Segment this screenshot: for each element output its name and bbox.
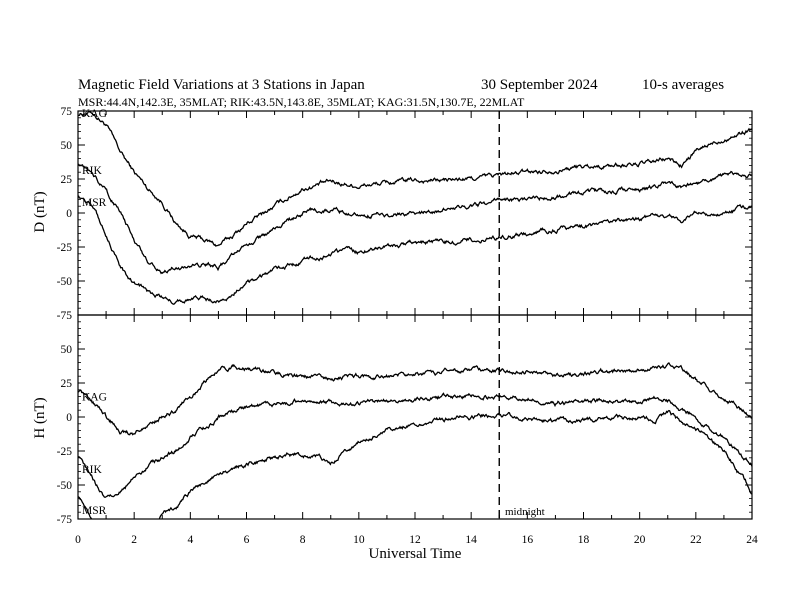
d-axis-label: D (nT) <box>32 191 48 232</box>
d-series-label-rik: RIK <box>82 165 103 177</box>
d-ytick-label: 25 <box>61 174 73 186</box>
d-panel: 75 50 25 0 -25 -50 -75 KAG RIK MSR <box>57 106 753 322</box>
h-series-label-kag: KAG <box>82 391 107 403</box>
x-tick-label: 8 <box>300 534 306 546</box>
d-ytick-label: -75 <box>57 310 73 322</box>
d-ytick-label: 0 <box>66 208 72 220</box>
d-ytick-label: 50 <box>61 140 73 152</box>
x-tick-label: 2 <box>131 534 137 546</box>
x-tick-label: 10 <box>353 534 365 546</box>
chart-date: 30 September 2024 <box>481 77 598 93</box>
h-ytick-label: -50 <box>57 480 73 492</box>
x-tick-label: 0 <box>75 534 81 546</box>
h-series-label-rik: RIK <box>82 464 103 476</box>
h-ytick-label: 25 <box>61 378 73 390</box>
h-ytick-label: 0 <box>66 412 72 424</box>
chart-title: Magnetic Field Variations at 3 Stations … <box>78 77 365 93</box>
x-tick-label: 12 <box>409 534 421 546</box>
x-tick-label: 24 <box>746 534 758 546</box>
h-series-label-msr: MSR <box>82 505 107 517</box>
x-axis-label: Universal Time <box>369 546 462 562</box>
x-tick-label: 4 <box>187 534 193 546</box>
x-tick-label: 20 <box>634 534 646 546</box>
d-series-label-kag: KAG <box>82 108 107 120</box>
chart-subtitle: MSR:44.4N,142.3E, 35MLAT; RIK:43.5N,143.… <box>78 95 525 109</box>
x-axis: 0 2 4 6 8 10 12 14 16 18 20 22 24 <box>75 534 758 546</box>
d-series-msr <box>78 195 752 305</box>
x-tick-label: 18 <box>578 534 590 546</box>
h-panel-frame <box>77 314 753 520</box>
h-series-rik <box>78 392 752 498</box>
x-tick-label: 22 <box>690 534 702 546</box>
h-ytick-label: -75 <box>57 514 73 526</box>
d-ytick-label: -25 <box>57 242 73 254</box>
h-panel: 50 25 0 -25 -50 -75 KAG RIK MSR <box>57 314 753 526</box>
chart-averaging: 10-s averages <box>642 77 724 93</box>
d-series-label-msr: MSR <box>82 197 107 209</box>
x-tick-label: 16 <box>522 534 534 546</box>
x-tick-label: 14 <box>465 534 477 546</box>
h-ytick-label: 50 <box>61 344 73 356</box>
h-ytick-label: -25 <box>57 446 73 458</box>
d-ytick-label: -50 <box>57 276 73 288</box>
x-tick-label: 6 <box>244 534 250 546</box>
d-series-rik <box>78 163 752 275</box>
h-series-msr <box>78 409 752 519</box>
h-series-kag <box>78 362 752 436</box>
d-ytick-label: 75 <box>61 106 73 118</box>
midnight-label: midnight <box>505 506 545 518</box>
d-series-kag <box>78 111 752 247</box>
h-axis-label: H (nT) <box>32 397 48 438</box>
